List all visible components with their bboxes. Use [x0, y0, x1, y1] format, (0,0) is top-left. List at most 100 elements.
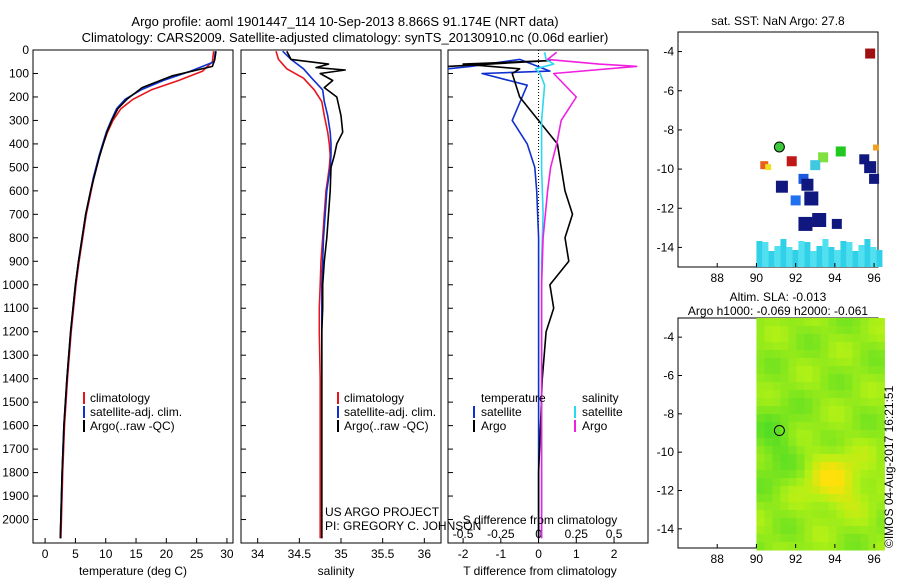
y-tick-label: 100: [9, 66, 29, 80]
map-x-tick-label: 88: [711, 552, 725, 566]
y-tick-label: 1700: [2, 442, 29, 456]
x-tick-label: 1: [573, 547, 580, 561]
map-y-tick-label: -10: [657, 445, 675, 459]
x-tick-label: -1: [495, 547, 506, 561]
s-diff-tick-label: -0.25: [487, 527, 515, 541]
y-tick-label: 0: [22, 43, 29, 57]
y-tick-label: 1800: [2, 466, 29, 480]
salinity-xlabel: salinity: [318, 564, 355, 578]
map-y-tick-label: -4: [663, 330, 674, 344]
x-tick-label: 0: [535, 547, 542, 561]
x-tick-label: 10: [99, 547, 113, 561]
map-x-tick-label: 90: [750, 271, 764, 285]
sst-argo-marker: [773, 141, 785, 153]
map-x-tick-label: 96: [867, 552, 881, 566]
sst-pixels: [756, 48, 883, 267]
map-x-tick-label: 94: [828, 271, 842, 285]
temperature-legend: climatology satellite-adj. clim. Argo(..…: [83, 391, 182, 433]
temperature-series-satellite: [59, 51, 217, 539]
y-tick-label: 1000: [2, 278, 29, 292]
map-y-tick-label: -6: [663, 369, 674, 383]
diff-legend-s-satellite: satellite: [582, 405, 623, 419]
x-tick-label: 34: [251, 547, 265, 561]
salinity-series-argo: [286, 50, 346, 539]
y-tick-label: 1100: [3, 301, 29, 315]
difference-legend: temperature satellite Argo salinity sate…: [473, 391, 623, 433]
x-tick-label: 30: [220, 547, 234, 561]
temp-legend-argo: Argo(..raw -QC): [90, 419, 175, 433]
figure-title-line1: Argo profile: aoml 1901447_114 10-Sep-20…: [131, 14, 558, 29]
difference-series-T-satellite: [447, 58, 551, 539]
x-tick-label: 34.5: [288, 547, 312, 561]
map-x-tick-label: 94: [828, 552, 842, 566]
x-tick-label: 0: [42, 547, 49, 561]
y-tick-label: 1400: [2, 372, 29, 386]
y-tick-label: 1300: [2, 348, 29, 362]
diff-legend-t-satellite: satellite: [481, 405, 522, 419]
y-tick-label: 300: [9, 113, 29, 127]
map-x-tick-label: 96: [867, 271, 881, 285]
attribution-project: US ARGO PROJECT: [325, 505, 440, 519]
y-tick-label: 2000: [2, 513, 29, 527]
diff-legend-salinity: salinity: [582, 391, 619, 405]
map-x-tick-label: 92: [789, 271, 803, 285]
y-tick-label: 1600: [2, 419, 29, 433]
imos-timestamp: ©IMOS 04-Aug-2017 16:21:51: [882, 385, 896, 548]
y-tick-label: 400: [9, 137, 29, 151]
x-tick-label: -2: [458, 547, 469, 561]
y-tick-label: 1200: [2, 325, 29, 339]
diff-legend-t-argo: Argo: [481, 419, 507, 433]
temp-legend-satellite: satellite-adj. clim.: [90, 405, 182, 419]
sal-legend-satellite: satellite-adj. clim.: [344, 405, 436, 419]
x-tick-label: 2: [611, 547, 618, 561]
salinity-panel: [240, 49, 442, 544]
difference-panel: [447, 49, 649, 544]
difference-series-T-Argo: [447, 59, 574, 539]
map-y-tick-label: -8: [663, 407, 674, 421]
map-y-tick-label: -12: [657, 201, 675, 215]
y-tick-label: 900: [9, 254, 29, 268]
figure-title-line2: Climatology: CARS2009. Satellite-adjuste…: [82, 30, 609, 45]
s-diff-tick-label: -0.5: [453, 527, 474, 541]
map-y-tick-label: -10: [657, 162, 675, 176]
sla-map-subtitle: Argo h1000: -0.069 h2000: -0.061: [688, 304, 868, 318]
x-tick-label: 15: [129, 547, 143, 561]
sla-map-title: Altim. SLA: -0.013: [730, 290, 827, 304]
y-tick-label: 800: [9, 231, 29, 245]
temperature-panel: [32, 49, 234, 544]
s-diff-tick-label: 0.25: [565, 527, 589, 541]
x-tick-label: 5: [72, 547, 79, 561]
s-diff-xlabel: S difference from climatology: [463, 513, 618, 527]
sal-legend-argo: Argo(..raw -QC): [344, 419, 429, 433]
sla-field: [756, 318, 885, 551]
map-y-tick-label: -14: [657, 240, 675, 254]
salinity-legend: climatology satellite-adj. clim. Argo(..…: [337, 391, 436, 433]
x-tick-label: 35.5: [371, 547, 395, 561]
s-diff-tick-label: 0.5: [606, 527, 623, 541]
y-tick-label: 200: [9, 90, 29, 104]
y-tick-label: 500: [9, 160, 29, 174]
temp-legend-climatology: climatology: [90, 391, 150, 405]
map-x-tick-label: 92: [789, 552, 803, 566]
y-tick-label: 1500: [2, 395, 29, 409]
temperature-series-climatology: [60, 51, 215, 539]
difference-series-S-Argo: [540, 51, 638, 539]
map-x-tick-label: 88: [711, 271, 725, 285]
salinity-series-satellite: [282, 50, 332, 539]
sst-map-title: sat. SST: NaN Argo: 27.8: [711, 14, 845, 28]
map-y-tick-label: -6: [663, 84, 674, 98]
y-tick-label: 600: [9, 184, 29, 198]
attribution-pi: PI: GREGORY C. JOHNSON: [325, 519, 481, 533]
x-tick-label: 25: [190, 547, 204, 561]
temperature-series-argo: [59, 51, 217, 539]
y-tick-label: 1900: [2, 489, 29, 503]
map-y-tick-label: -12: [657, 484, 675, 498]
map-y-tick-label: -4: [663, 45, 674, 59]
x-tick-label: 20: [160, 547, 174, 561]
sal-legend-climatology: climatology: [344, 391, 404, 405]
x-tick-label: 36: [418, 547, 432, 561]
t-diff-xlabel: T difference from climatology: [463, 564, 617, 578]
diff-legend-temperature: temperature: [481, 391, 546, 405]
temperature-xlabel: temperature (deg C): [79, 564, 187, 578]
